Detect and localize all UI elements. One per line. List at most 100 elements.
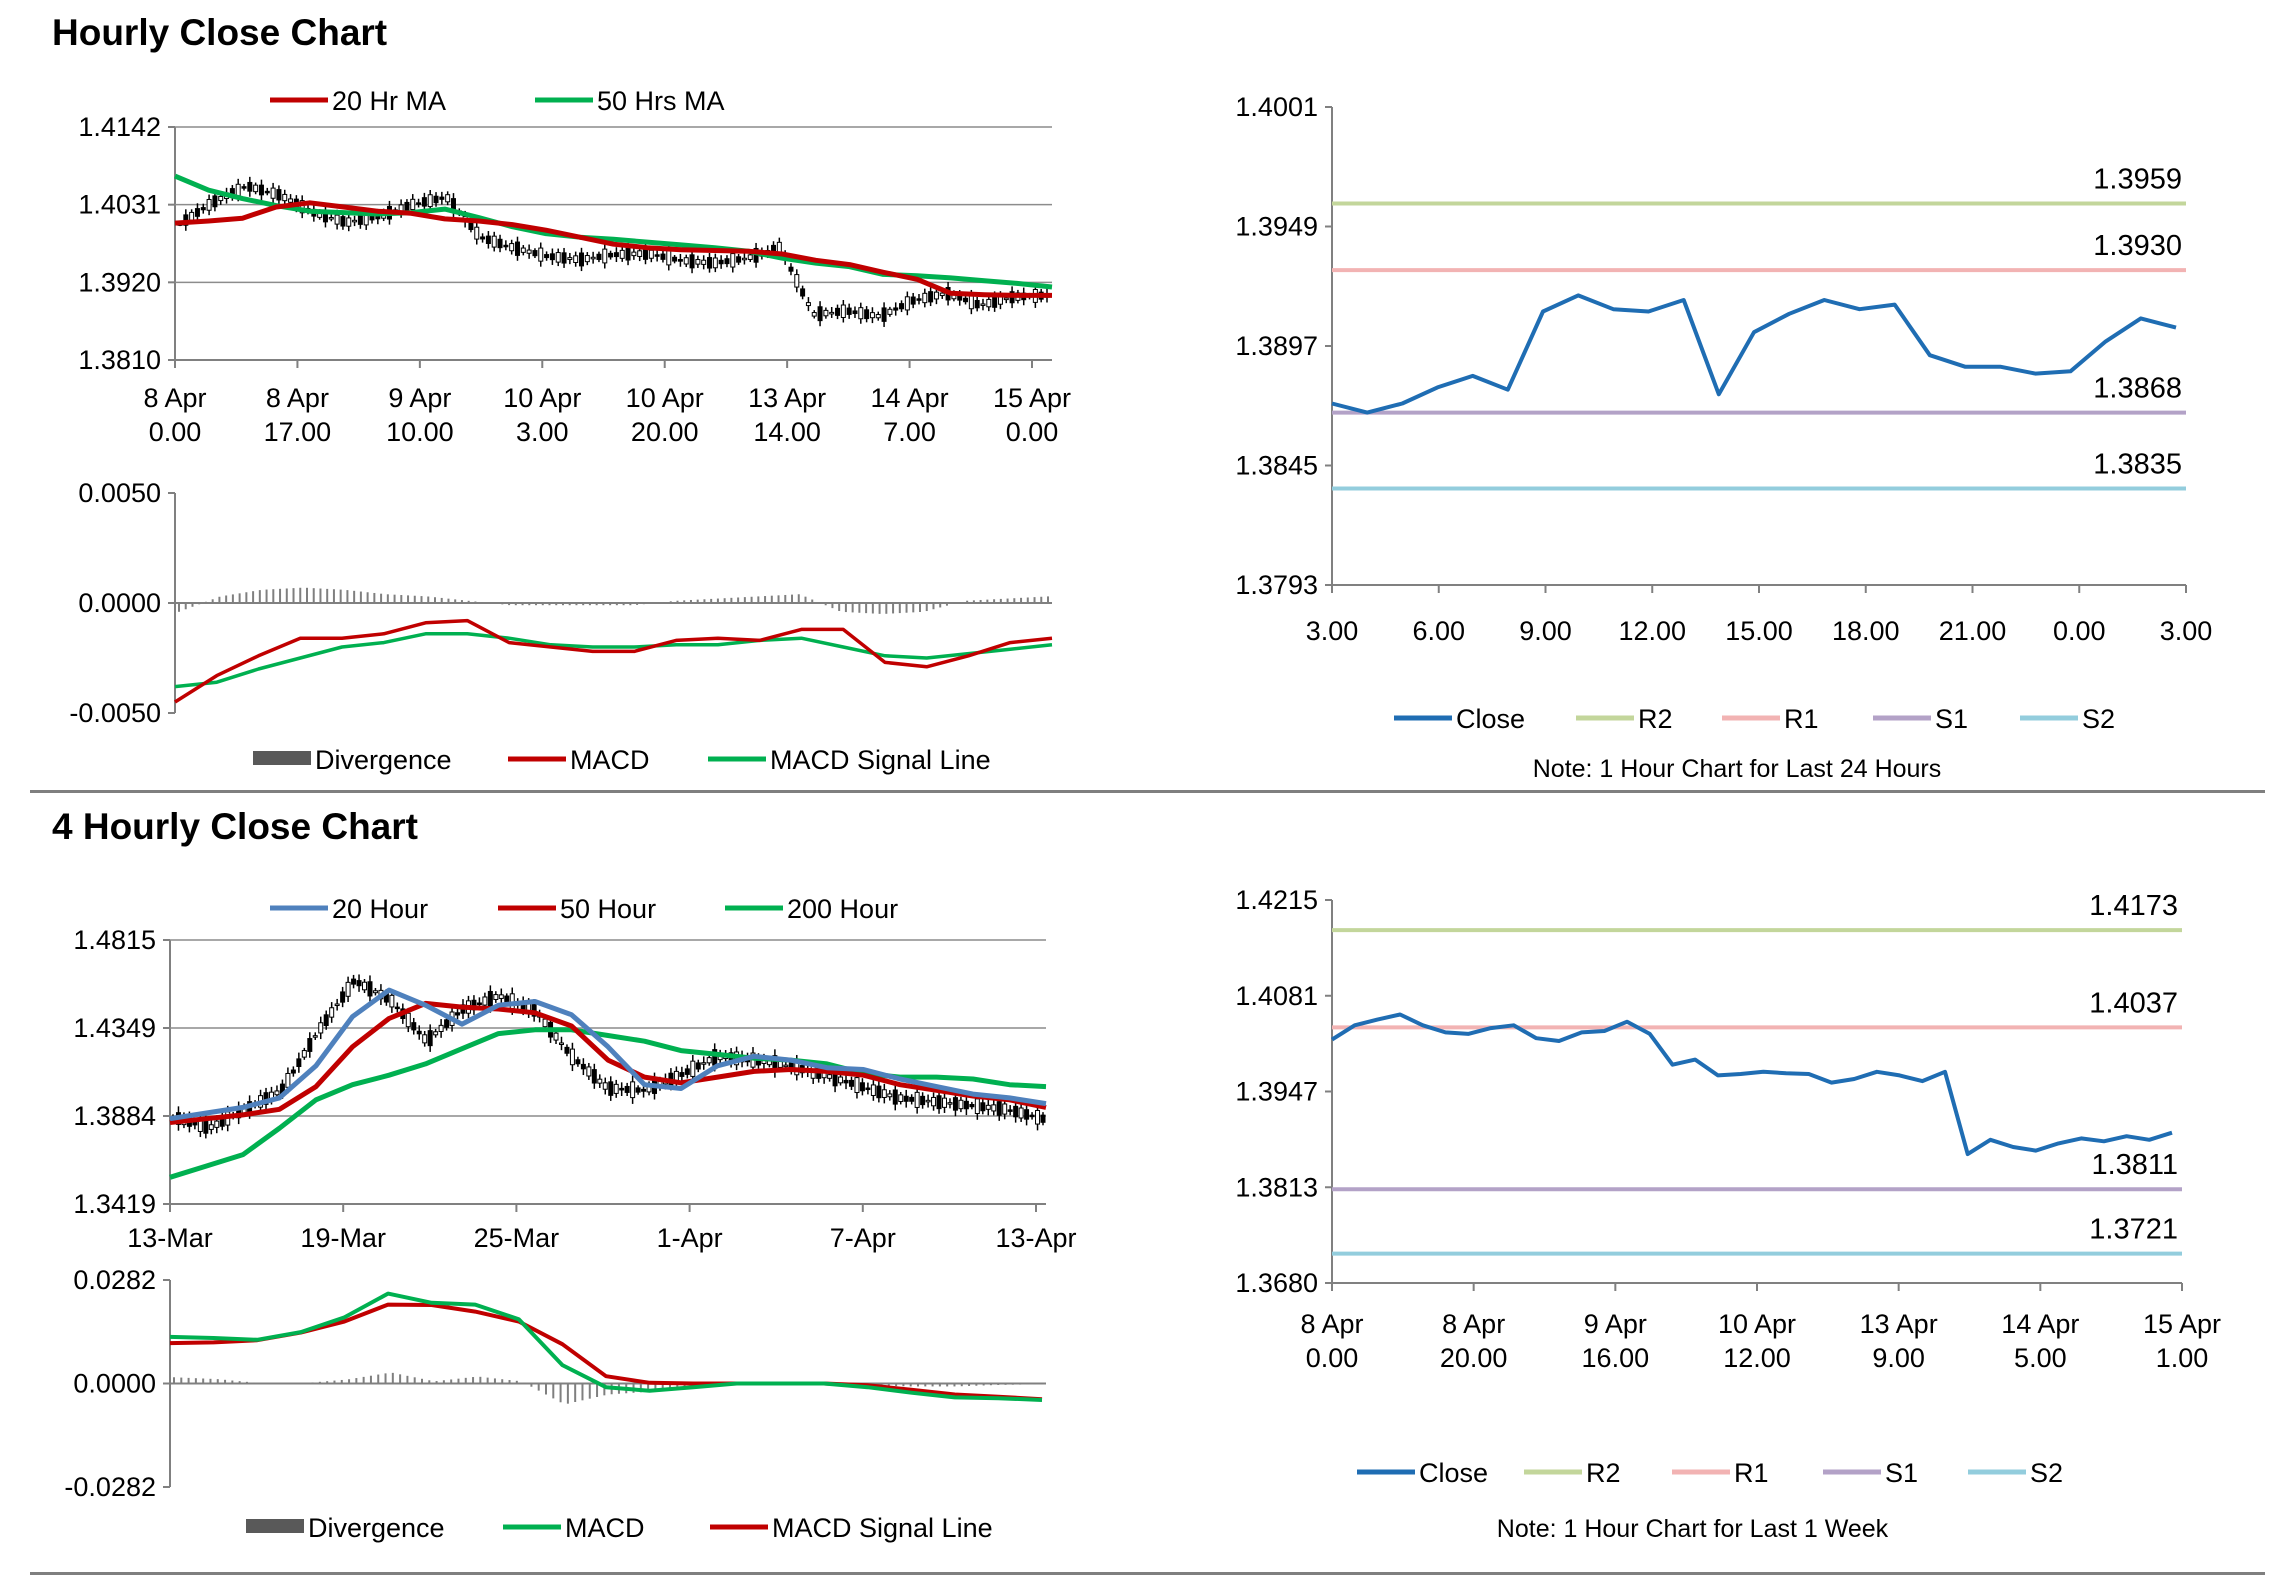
four-hourly-price-candle-body	[996, 1101, 1002, 1116]
four-hourly-price-candle-body	[580, 1063, 586, 1070]
hourly-price-candle-body	[334, 214, 340, 225]
four-hourly-price-candle-body	[296, 1058, 302, 1068]
four-hourly-price-candle-body	[564, 1046, 570, 1054]
hourly-price-candle-body	[933, 291, 939, 300]
hourly-price-y-tick-label: 1.3920	[78, 267, 161, 297]
four-hourly-macd-signal-legend-label: MACD Signal Line	[772, 1513, 993, 1543]
hourly-price-chart: 1.4142 1.4031 1.3920 1.3810 8 Apr 0.00 8 Apr 17…	[78, 86, 1071, 447]
hourly-price-candle-body	[881, 307, 887, 322]
four-hourly-price-candle-body	[783, 1064, 789, 1068]
hourly-close-24h-x-tick-label: 0.00	[2053, 616, 2106, 646]
hourly-close-24h-x-tick-label: 9.00	[1519, 616, 1572, 646]
hourly-close-24h-x-tick-label: 3.00	[2160, 616, 2213, 646]
hourly-price-candle-body	[846, 307, 852, 315]
four-hourly-price-candle-body	[931, 1096, 937, 1107]
four-hourly-price-candle-body	[389, 994, 395, 1008]
hourly-price-candle-body	[189, 211, 195, 221]
four-hourly-price-candle-body	[203, 1120, 209, 1134]
four-hourly-close-week-x-tick-label: 20.00	[1440, 1343, 1508, 1373]
hourly-price-candle-body	[666, 250, 672, 266]
four-hourly-200hr-line	[169, 1027, 1047, 1180]
four-hourly-price-candle-body	[684, 1068, 690, 1075]
hourly-price-candle-body	[840, 304, 846, 318]
hourly-price-candle-body	[683, 257, 689, 265]
hourly-price-candle-body	[957, 295, 963, 301]
hourly-close-24h-level-r2-label: 1.3959	[2093, 164, 2182, 196]
four-hourly-price-candle-body	[876, 1085, 882, 1099]
four-hourly-price-candle-body	[192, 1121, 198, 1126]
four-hourly-price-chart: 1.4815 1.4349 1.3884 1.3419 13-Mar 19-Mar 25-M…	[73, 894, 1076, 1253]
hourly-price-candle-body	[869, 312, 875, 319]
four-hourly-price-candle-body	[422, 1034, 428, 1044]
hourly-price-candle-body	[910, 296, 916, 305]
hourly-price-candle-body	[555, 252, 561, 263]
four-hourly-price-candle-body	[881, 1089, 887, 1098]
four-hourly-price-candle-body	[635, 1087, 641, 1093]
hourly-close-24h-x-tick-label: 6.00	[1412, 616, 1465, 646]
hourly-price-candle-body	[212, 195, 218, 208]
four-hourly-price-candle-body	[602, 1082, 608, 1090]
four-hourly-close-week-r2-legend-label: R2	[1586, 1458, 1621, 1488]
hourly-price-candle-body	[468, 222, 474, 231]
four-hourly-close-week-x-tick-label: 5.00	[2014, 1343, 2067, 1373]
four-hourly-price-candle-body	[444, 1019, 450, 1028]
hourly-price-candle-body	[858, 307, 864, 320]
four-hourly-close-week-x-tick-label: 0.00	[1306, 1343, 1359, 1373]
hourly-price-candle-body	[480, 236, 486, 240]
four-hourly-price-candle-body	[1035, 1110, 1041, 1125]
four-hourly-price-candle-body	[695, 1062, 701, 1070]
hourly-price-candle-body	[689, 254, 695, 269]
hourly-price-candle-body	[445, 194, 451, 203]
four-hourly-close-week-x-tick-label: 13 Apr	[1860, 1309, 1938, 1339]
hourly-price-candle-body	[829, 311, 835, 315]
hourly-price-candle-body	[416, 202, 422, 205]
hourly-price-x-tick-label: 0.00	[1006, 417, 1059, 447]
four-hourly-close-week-x-tick-label: 9.00	[1872, 1343, 1925, 1373]
four-hourly-close-week-s2-legend-label: S2	[2030, 1458, 2063, 1488]
four-hourly-price-candle-body	[334, 1003, 340, 1007]
four-hourly-price-candle-body	[1029, 1114, 1035, 1118]
four-hourly-price-candle-body	[504, 995, 510, 1003]
hourly-close-24h-x-tick-label: 12.00	[1618, 616, 1686, 646]
hourly-price-candle-body	[439, 196, 445, 200]
hourly-macd-chart: 0.0050 0.0000 -0.0050 Divergence MACD MACD Si…	[69, 478, 1053, 775]
four-hourly-close-week-y-tick-label: 1.3680	[1235, 1268, 1318, 1298]
four-hourly-price-candle-body	[958, 1099, 964, 1110]
hourly-close-24h-close-line	[1331, 293, 2177, 415]
four-hourly-price-candle-body	[969, 1104, 975, 1108]
hourly-price-x-tick-label: 7.00	[883, 417, 936, 447]
hourly-close-24h-y-tick-label: 1.3949	[1235, 212, 1318, 242]
four-hourly-macd-chart: 0.0282 0.0000 -0.0282 Divergence MACD MACD Si…	[64, 1265, 1046, 1543]
four-hourly-price-x-tick-label: 1-Apr	[657, 1223, 723, 1253]
hourly-close-24h-y-tick-label: 1.3897	[1235, 331, 1318, 361]
hourly-price-candle-body	[724, 258, 730, 265]
four-hourly-close-week-x-tick-label: 16.00	[1582, 1343, 1650, 1373]
hourly-price-candle-body	[608, 252, 614, 258]
hourly-price-candle-body	[741, 257, 747, 261]
bottom-divider	[30, 1572, 2265, 1575]
hourly-price-candle-body	[247, 181, 253, 192]
four-hourly-price-candle-body	[947, 1102, 953, 1105]
four-hourly-price-y-tick-label: 1.4349	[73, 1013, 156, 1043]
hourly-price-candle-body	[963, 297, 969, 303]
hourly-price-candle-body	[968, 294, 974, 310]
four-hourly-macd-y-tick-label: 0.0282	[73, 1265, 156, 1295]
four-hourly-price-candle-body	[340, 991, 346, 1003]
four-hourly-price-candle-body	[679, 1072, 685, 1077]
four-hourly-price-candle-body	[329, 1007, 335, 1018]
four-hourly-price-candle-body	[455, 1012, 461, 1016]
hourly-price-candle-body	[520, 247, 526, 253]
four-hourly-price-candle-body	[285, 1072, 291, 1088]
four-hourly-price-candle-body	[586, 1066, 592, 1077]
hourly-close-24h-x-tick-label: 18.00	[1832, 616, 1900, 646]
four-hourly-price-y-tick-label: 1.3884	[73, 1101, 156, 1131]
four-hourly-price-candle-body	[356, 980, 362, 987]
hourly-price-candle-body	[538, 247, 544, 262]
four-hourly-price-candle-body	[438, 1024, 444, 1032]
four-hourly-price-candle-body	[575, 1059, 581, 1065]
hourly-price-50hrs-legend-label: 50 Hrs MA	[597, 86, 725, 116]
four-hourly-price-candle-body	[827, 1074, 833, 1079]
four-hourly-price-candle-body	[416, 1030, 422, 1035]
hourly-price-candle-body	[672, 256, 678, 262]
hourly-price-candle-body	[835, 307, 841, 316]
